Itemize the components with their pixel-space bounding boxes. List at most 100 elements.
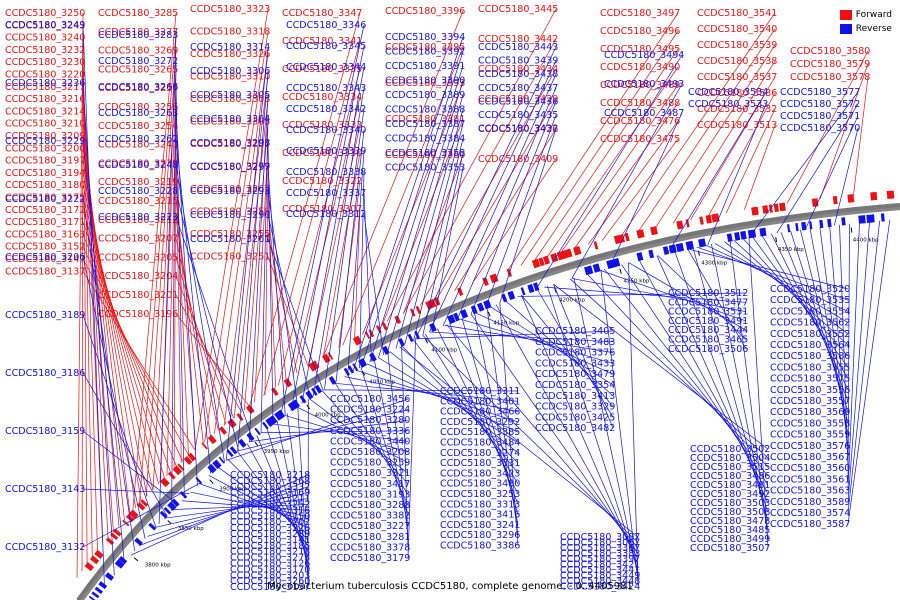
label-connector bbox=[322, 10, 464, 357]
reverse-gene-label: CCDC5180_3432 bbox=[478, 124, 558, 135]
legend-reverse-label: Reverse bbox=[855, 24, 892, 34]
label-connector bbox=[621, 12, 776, 236]
legend-forward: Forward bbox=[839, 8, 892, 22]
reverse-gene bbox=[858, 215, 866, 224]
reverse-gene-label: CCDC5180_3150 bbox=[230, 511, 310, 522]
reverse-gene bbox=[636, 252, 644, 262]
reverse-gene-label: CCDC5180_3283 bbox=[98, 30, 178, 41]
reverse-gene-label: CCDC5180_3506 bbox=[668, 344, 748, 355]
reverse-gene-label: CCDC5180_3556 bbox=[770, 385, 850, 396]
forward-gene-label: CCDC5180_3393 bbox=[385, 78, 465, 89]
scale-tick bbox=[487, 311, 491, 317]
scale-tick bbox=[254, 441, 259, 447]
label-connector bbox=[155, 492, 309, 528]
label-connector bbox=[422, 152, 464, 336]
label-connector bbox=[145, 50, 177, 497]
forward-gene-label: CCDC5180_3256 bbox=[98, 102, 178, 113]
label-connector bbox=[260, 118, 269, 433]
label-connector bbox=[454, 128, 557, 291]
forward-gene bbox=[140, 499, 149, 507]
forward-gene bbox=[409, 308, 416, 317]
reverse-gene-label: CCDC5180_3561 bbox=[770, 474, 850, 485]
reverse-gene-label: CCDC5180_3417 bbox=[330, 479, 410, 490]
reverse-gene-label: CCDC5180_3567 bbox=[770, 452, 850, 463]
reverse-gene bbox=[148, 522, 157, 531]
reverse-gene-label: CCDC5180_3218 bbox=[230, 470, 310, 481]
label-connector bbox=[571, 278, 747, 312]
reverse-gene-label: CCDC5180_3493 bbox=[604, 79, 684, 90]
reverse-gene-label: CCDC5180_3296 bbox=[440, 530, 520, 541]
forward-gene bbox=[457, 287, 464, 296]
reverse-gene-label: CCDC5180_3229 bbox=[5, 136, 85, 147]
forward-gene-label: CCDC5180_3137 bbox=[5, 266, 85, 277]
reverse-gene-label: CCDC5180_3571 bbox=[780, 111, 860, 122]
reverse-gene bbox=[407, 333, 414, 343]
reverse-gene bbox=[382, 345, 390, 355]
label-connector bbox=[847, 223, 850, 480]
reverse-gene-label: CCDC5180_3576 bbox=[770, 441, 850, 452]
forward-gene-label: CCDC5180_3326 bbox=[190, 49, 270, 60]
label-connector bbox=[829, 225, 849, 458]
reverse-gene-label: CCDC5180_3306 bbox=[190, 66, 270, 77]
label-connector bbox=[507, 12, 679, 271]
reverse-gene bbox=[212, 459, 222, 470]
forward-gene-label: CCDC5180_3197 bbox=[5, 156, 85, 167]
label-connector bbox=[81, 25, 84, 572]
label-connector bbox=[352, 36, 464, 373]
reverse-gene bbox=[866, 214, 875, 223]
scale-tick-label: 4400 kbp bbox=[853, 237, 879, 243]
reverse-gene bbox=[314, 384, 323, 394]
reverse-gene-label: CCDC5180_3531 bbox=[668, 307, 748, 318]
label-connector bbox=[223, 76, 269, 426]
label-connector bbox=[674, 251, 769, 513]
reverse-gene bbox=[91, 591, 100, 599]
reverse-gene-label: CCDC5180_3266 bbox=[98, 82, 178, 93]
reverse-gene-label: CCDC5180_3260 bbox=[230, 576, 310, 587]
reverse-gene bbox=[226, 449, 234, 458]
forward-gene-label: CCDC5180_3163 bbox=[5, 229, 85, 240]
label-connector bbox=[249, 12, 361, 407]
label-connector bbox=[267, 233, 298, 374]
reverse-gene-label: CCDC5180_3391 bbox=[385, 61, 465, 72]
label-connector bbox=[847, 220, 881, 514]
forward-gene-label: CCDC5180_3330 bbox=[282, 148, 362, 159]
label-connector bbox=[267, 238, 324, 391]
reverse-gene-label: CCDC5180_3491 bbox=[668, 316, 748, 327]
label-connector bbox=[752, 236, 849, 368]
reverse-gene-label: CCDC5180_3339 bbox=[286, 146, 366, 157]
label-connector bbox=[181, 500, 309, 511]
reverse-gene-label: CCDC5180_3203 bbox=[230, 570, 310, 581]
forward-gene bbox=[715, 213, 720, 222]
reverse-gene bbox=[841, 217, 846, 226]
genome-caption: Mycobacterium tuberculosis CCDC5180, com… bbox=[267, 581, 633, 592]
label-connector bbox=[399, 346, 639, 538]
label-connector bbox=[82, 234, 177, 468]
label-connector bbox=[378, 357, 519, 443]
reverse-gene bbox=[218, 456, 226, 464]
reverse-gene-label: CCDC5180_3564 bbox=[770, 340, 850, 351]
reverse-gene bbox=[398, 337, 405, 347]
label-connector bbox=[369, 65, 464, 363]
forward-gene-label: CCDC5180_3201 bbox=[98, 290, 178, 301]
reverse-gene-label: CCDC5180_3159 bbox=[5, 426, 85, 437]
reverse-gene-label: CCDC5180_3443 bbox=[478, 42, 558, 53]
reverse-gene-label: CCDC5180_3437 bbox=[478, 83, 558, 94]
label-connector bbox=[461, 317, 519, 515]
reverse-gene bbox=[668, 244, 677, 254]
scale-tick-label: 3850 kbp bbox=[178, 526, 204, 532]
label-connector bbox=[237, 70, 269, 451]
reverse-gene-label: CCDC5180_3297 bbox=[190, 162, 270, 173]
label-connector bbox=[395, 109, 464, 349]
reverse-gene-label: CCDC5180_3512 bbox=[668, 288, 748, 299]
forward-gene bbox=[624, 232, 630, 242]
label-connector bbox=[279, 24, 365, 419]
forward-gene-label: CCDC5180_3243 bbox=[5, 20, 85, 31]
forward-gene-label: CCDC5180_3172 bbox=[5, 205, 85, 216]
reverse-gene-label: CCDC5180_3554 bbox=[770, 306, 850, 317]
label-connector bbox=[657, 255, 747, 340]
forward-gene-label: CCDC5180_3426 bbox=[478, 124, 558, 135]
label-connector bbox=[489, 306, 614, 386]
forward-gene-label: CCDC5180_3230 bbox=[5, 57, 85, 68]
reverse-gene-label: CCDC5180_3478 bbox=[690, 516, 770, 527]
reverse-gene bbox=[88, 595, 96, 600]
